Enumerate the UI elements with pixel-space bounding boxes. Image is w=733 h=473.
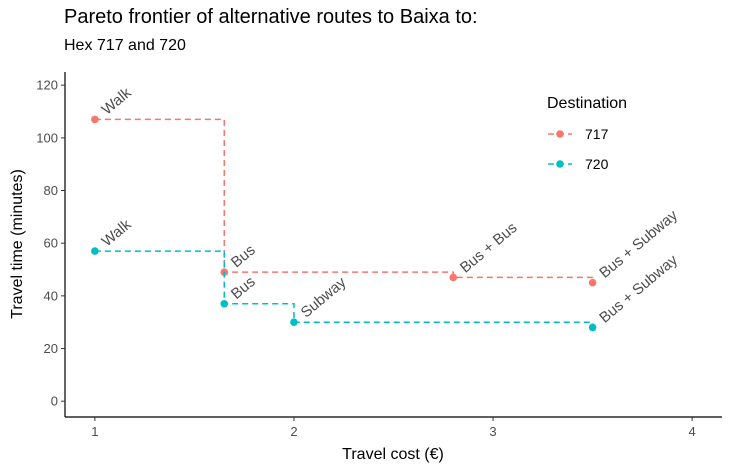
x-tick-label: 2: [290, 424, 297, 439]
series-layer: [91, 115, 597, 332]
x-tick-label: 4: [689, 424, 696, 439]
y-tick-label: 0: [51, 394, 58, 409]
data-point-717: [449, 273, 458, 282]
y-tick-label: 40: [44, 288, 58, 303]
data-point-720: [588, 323, 597, 332]
legend: 717 720: [548, 126, 609, 172]
data-point-717: [588, 278, 597, 287]
point-label: Walk: [99, 84, 135, 118]
y-tick-label: 60: [44, 236, 58, 251]
x-tick-label: 3: [489, 424, 496, 439]
point-label: Subway: [298, 274, 350, 322]
series-line-717: [94, 118, 594, 283]
chart-title: Pareto frontier of alternative routes to…: [64, 6, 478, 28]
legend-marker-717: [556, 130, 564, 138]
legend-title: Destination: [547, 95, 627, 112]
axes: 0 20 40 60 80 100 120 1 2 3 4: [36, 72, 722, 439]
y-axis-title: Travel time (minutes): [9, 169, 26, 319]
chart-subtitle: Hex 717 and 720: [64, 37, 186, 54]
y-tick-label: 80: [44, 183, 58, 198]
point-label: Bus + Bus: [457, 219, 521, 276]
data-point-717: [91, 115, 99, 124]
point-label: Bus: [228, 273, 259, 303]
data-point-720: [91, 247, 99, 255]
y-tick-label: 120: [36, 78, 58, 93]
legend-marker-720: [556, 160, 564, 168]
series-line-720: [94, 250, 594, 328]
legend-label: 717: [585, 126, 609, 142]
point-label: Walk: [99, 216, 135, 250]
data-point-720: [220, 299, 229, 308]
legend-label: 720: [585, 156, 609, 172]
x-axis-title: Travel cost (€): [342, 446, 444, 463]
x-tick-label: 1: [91, 424, 98, 439]
y-tick-label: 100: [36, 130, 58, 145]
point-label: Bus: [228, 242, 259, 272]
y-tick-label: 20: [44, 341, 58, 356]
data-point-720: [290, 318, 298, 326]
